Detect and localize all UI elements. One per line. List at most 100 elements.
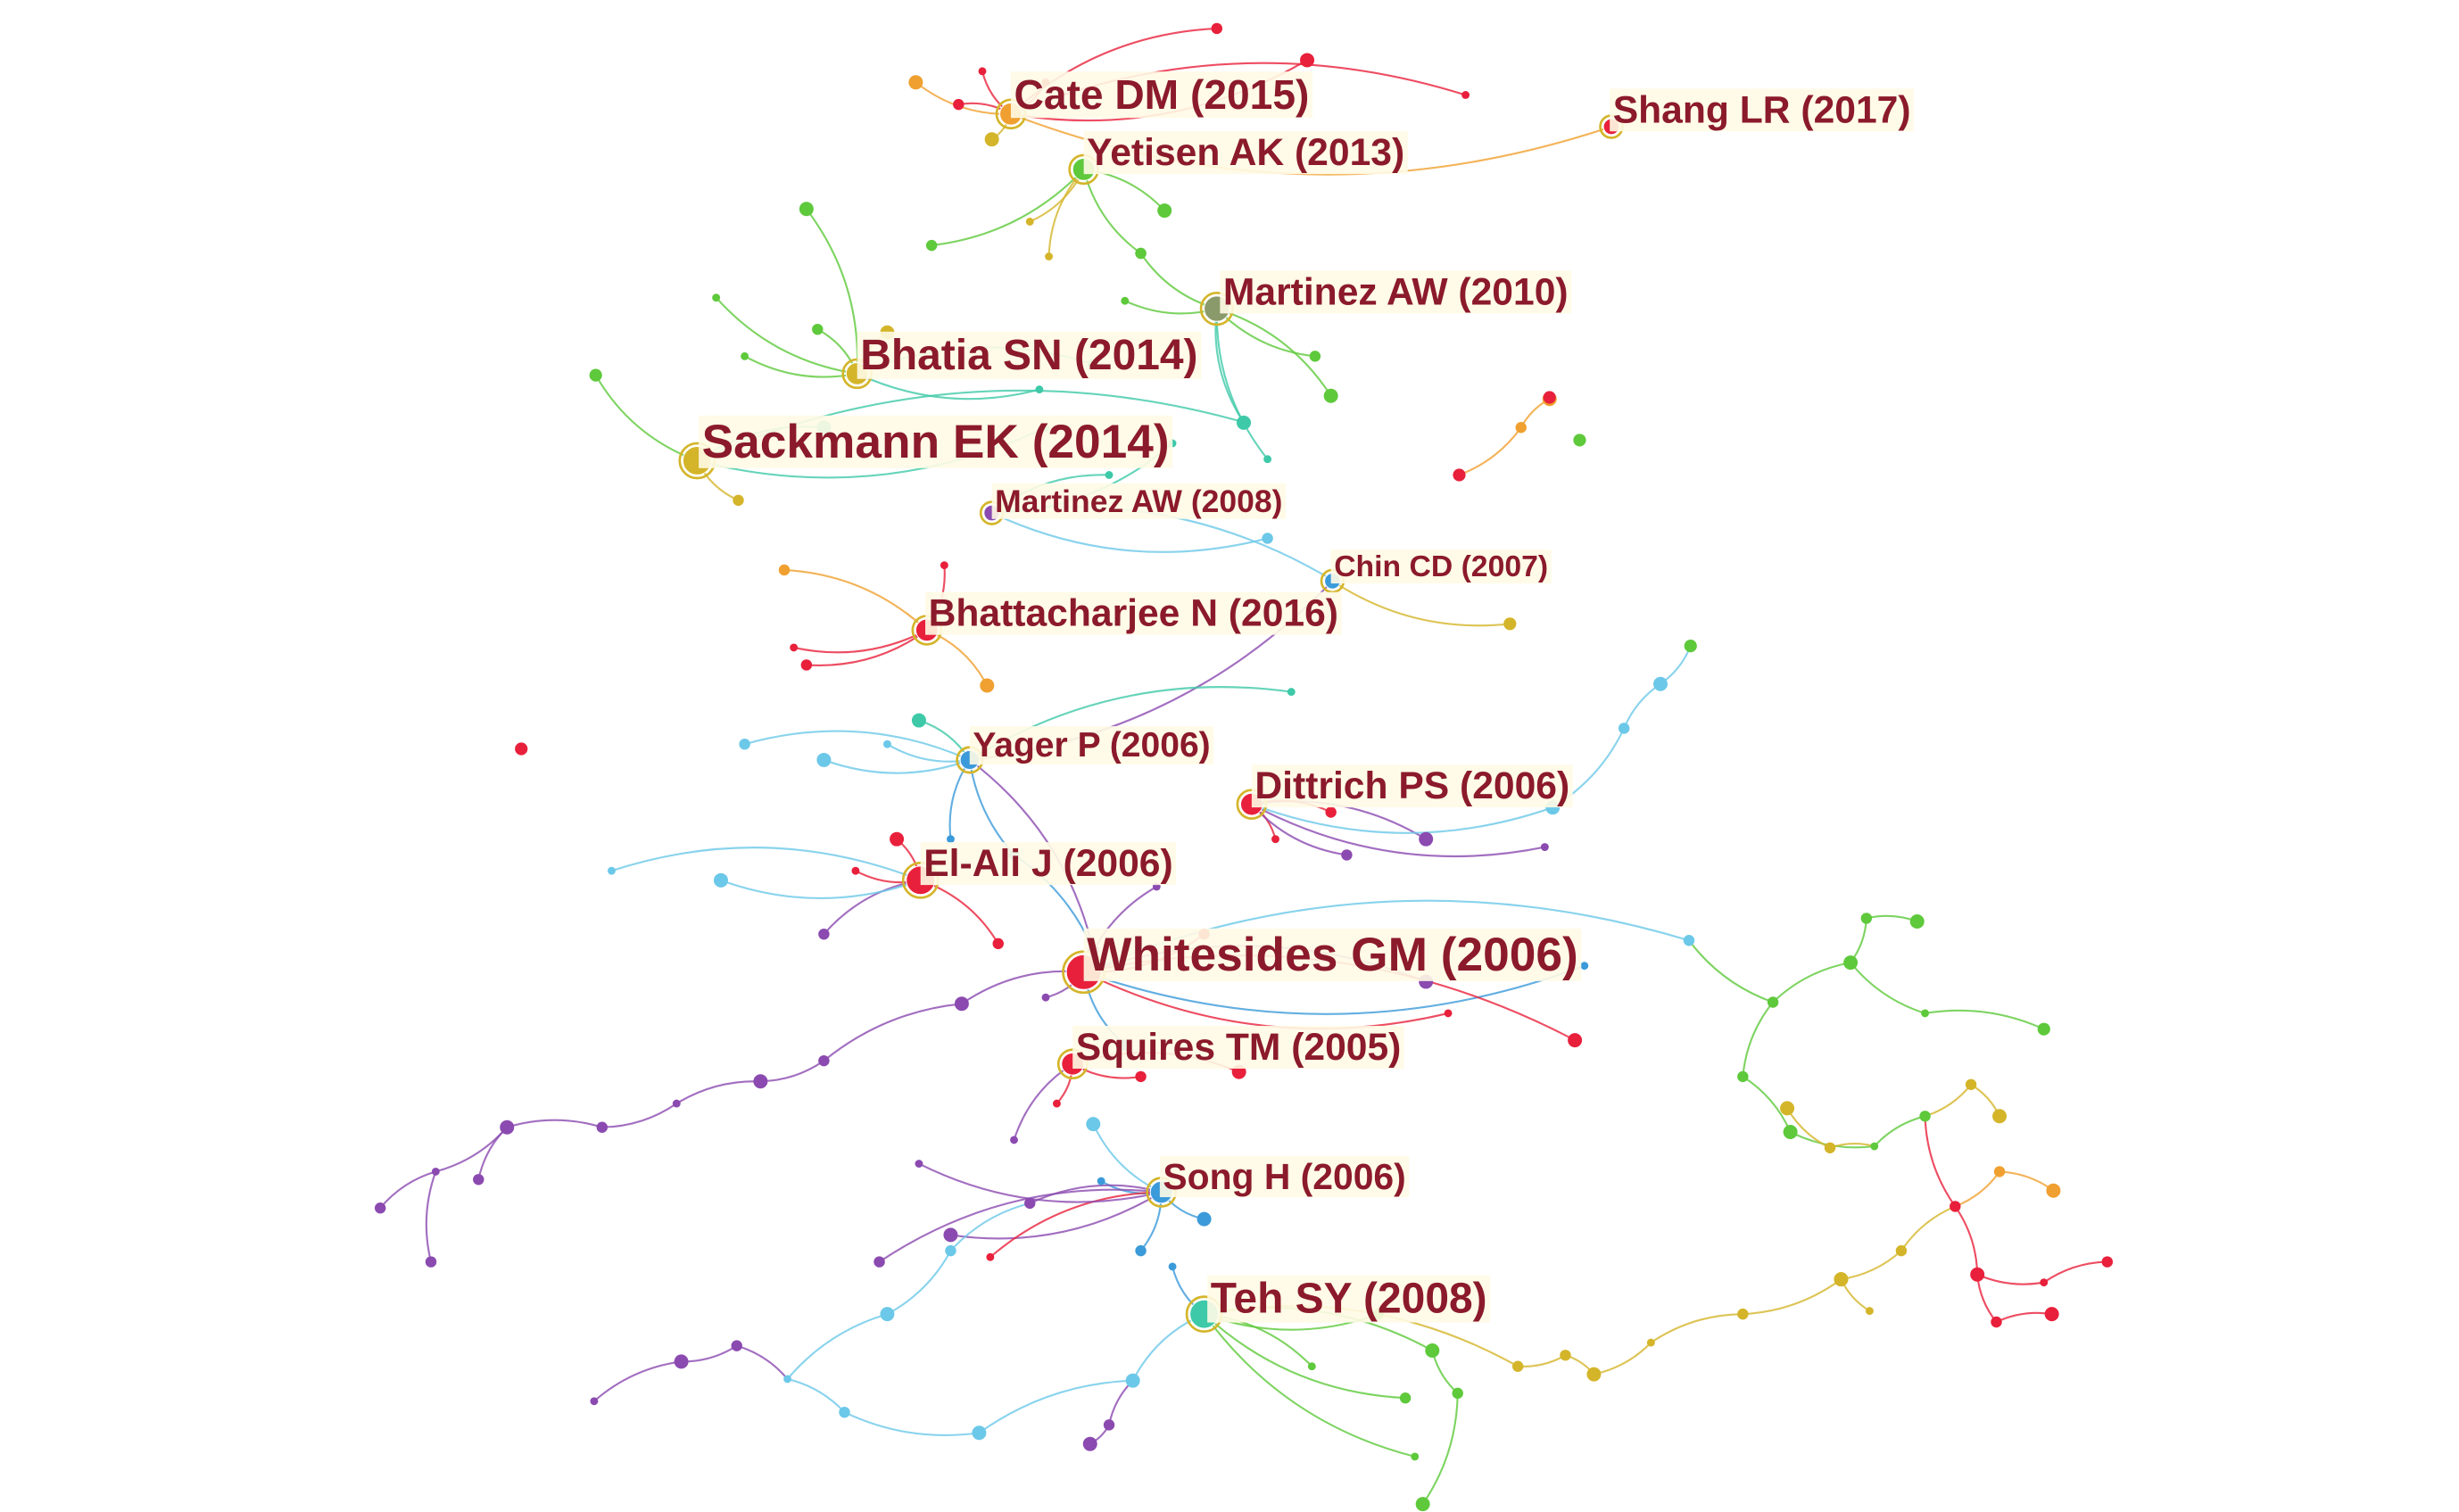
node xyxy=(1560,1350,1571,1361)
edge xyxy=(1900,1205,1956,1252)
edge xyxy=(1996,1311,2052,1323)
node xyxy=(1196,1211,1212,1227)
edge xyxy=(1331,580,1511,627)
node xyxy=(608,866,616,875)
edge xyxy=(961,970,1084,1005)
edge xyxy=(760,1060,825,1083)
node xyxy=(1135,247,1147,260)
node xyxy=(812,323,824,335)
node xyxy=(816,752,832,767)
node xyxy=(1580,962,1589,971)
node xyxy=(1323,388,1338,403)
node xyxy=(911,713,926,728)
node xyxy=(851,866,860,875)
label-background xyxy=(1330,549,1552,584)
edge xyxy=(1850,962,1925,1014)
edge xyxy=(926,629,989,687)
node xyxy=(1452,1387,1463,1400)
node xyxy=(1865,1307,1874,1316)
edge xyxy=(806,629,928,666)
node-label: Bhattacharjee N (2016) xyxy=(929,592,1338,635)
edge xyxy=(1214,308,1245,424)
node xyxy=(674,1354,689,1369)
node xyxy=(1025,218,1034,226)
edge xyxy=(806,208,859,374)
edge xyxy=(1976,1273,2044,1285)
edge xyxy=(878,1188,1162,1263)
node xyxy=(984,132,999,147)
node-label: Dittrich PS (2006) xyxy=(1254,764,1569,807)
node xyxy=(2101,1256,2113,1268)
node-label: Sackmann EK (2014) xyxy=(702,416,1170,468)
edge xyxy=(593,1360,682,1402)
node xyxy=(1263,455,1272,464)
edge xyxy=(425,1171,437,1262)
edge xyxy=(1459,426,1522,476)
edge xyxy=(1924,1116,1957,1208)
node xyxy=(1684,640,1697,653)
node-label: Shang LR (2017) xyxy=(1613,88,1911,131)
edge xyxy=(1215,309,1269,460)
edge xyxy=(506,1119,603,1128)
node xyxy=(2046,1183,2061,1198)
edge xyxy=(736,1344,789,1380)
node xyxy=(739,738,750,750)
edge xyxy=(1216,308,1332,397)
node xyxy=(1239,417,1251,429)
node xyxy=(1970,1267,1985,1282)
node xyxy=(972,1425,987,1441)
node xyxy=(954,996,969,1012)
node-label: Chin CD (2007) xyxy=(1334,549,1548,583)
edge xyxy=(1650,1313,1743,1343)
node xyxy=(1993,1166,2006,1177)
node xyxy=(1540,843,1549,851)
node xyxy=(1653,676,1668,691)
node xyxy=(1341,849,1353,861)
node xyxy=(778,564,791,576)
node xyxy=(1767,996,1779,1008)
node-label: Bhatia SN (2014) xyxy=(860,332,1197,379)
node xyxy=(1211,22,1223,35)
node xyxy=(1082,1436,1097,1451)
node xyxy=(947,835,955,844)
node xyxy=(590,1397,599,1406)
node xyxy=(945,1244,956,1257)
label-background xyxy=(1207,1275,1491,1323)
node xyxy=(1024,1197,1036,1210)
edge xyxy=(920,879,999,945)
node xyxy=(1586,1367,1602,1382)
node xyxy=(953,98,965,111)
edge xyxy=(886,1250,952,1316)
edge xyxy=(978,1379,1133,1434)
node xyxy=(1053,1099,1061,1108)
node xyxy=(1287,688,1296,697)
edge xyxy=(1743,1278,1842,1316)
edge xyxy=(1772,962,1851,1004)
node xyxy=(1618,723,1630,734)
node xyxy=(915,1160,923,1168)
node xyxy=(1683,935,1695,946)
node xyxy=(1921,1009,1930,1018)
node xyxy=(1157,203,1172,219)
label-background xyxy=(1610,88,1915,132)
edge xyxy=(1594,1342,1652,1376)
edge xyxy=(744,730,971,761)
node xyxy=(596,1121,609,1133)
node xyxy=(1461,91,1470,99)
edge xyxy=(968,759,1015,856)
node xyxy=(1325,806,1337,818)
node xyxy=(1135,1244,1147,1257)
node xyxy=(800,659,813,671)
label-background xyxy=(969,726,1214,765)
node xyxy=(818,928,830,940)
node xyxy=(1950,1201,1961,1212)
edge xyxy=(1623,682,1661,729)
edge xyxy=(949,1202,1031,1252)
node-label: Teh SY (2008) xyxy=(1211,1276,1487,1323)
node xyxy=(1097,1177,1105,1186)
label-background xyxy=(1159,1156,1410,1198)
node-label: Martinez AW (2010) xyxy=(1223,270,1569,313)
edge xyxy=(1660,645,1692,685)
node-label: Whitesides GM (2006) xyxy=(1087,929,1578,981)
node xyxy=(1543,391,1556,404)
